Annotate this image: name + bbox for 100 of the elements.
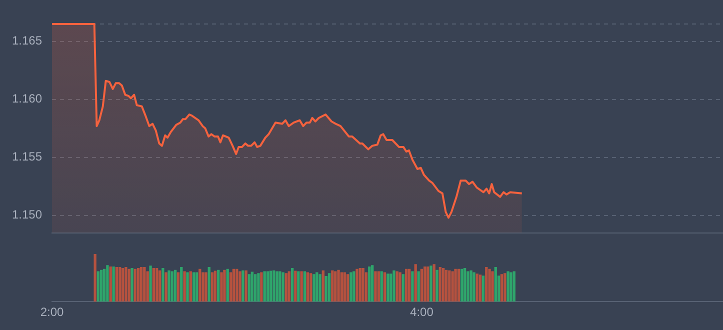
bar bbox=[371, 265, 374, 302]
bar bbox=[476, 274, 478, 302]
bar bbox=[134, 268, 137, 302]
bar bbox=[223, 270, 226, 302]
bar bbox=[322, 270, 325, 302]
bar bbox=[96, 271, 100, 302]
bar bbox=[350, 272, 352, 302]
bar bbox=[448, 270, 451, 302]
bar bbox=[229, 272, 232, 302]
bar bbox=[115, 267, 118, 302]
bar bbox=[124, 267, 128, 302]
bar bbox=[356, 268, 358, 302]
bar bbox=[346, 274, 350, 302]
bar bbox=[192, 272, 196, 302]
y-tick-label: 1.165 bbox=[12, 34, 42, 48]
bar bbox=[478, 274, 482, 302]
bar bbox=[294, 270, 297, 302]
bar bbox=[254, 274, 257, 302]
bar bbox=[198, 268, 202, 302]
bar bbox=[208, 267, 210, 302]
bar bbox=[358, 268, 362, 302]
bar bbox=[232, 268, 236, 302]
bar bbox=[195, 272, 198, 302]
bar bbox=[411, 271, 414, 302]
bar bbox=[442, 268, 445, 302]
bar bbox=[288, 271, 290, 302]
bar bbox=[324, 276, 328, 302]
bar bbox=[162, 268, 164, 302]
bar bbox=[472, 272, 476, 302]
bar bbox=[337, 270, 340, 302]
bar bbox=[383, 272, 386, 302]
bar bbox=[362, 268, 364, 302]
bar bbox=[374, 271, 377, 302]
bar bbox=[463, 268, 466, 302]
bar bbox=[204, 272, 208, 302]
bar bbox=[284, 273, 288, 302]
bar bbox=[214, 270, 217, 302]
bar bbox=[352, 271, 356, 302]
bar bbox=[494, 267, 497, 302]
bar bbox=[402, 274, 405, 302]
bar bbox=[426, 266, 430, 302]
bar bbox=[260, 272, 263, 302]
bar bbox=[334, 271, 337, 302]
bar bbox=[430, 266, 432, 302]
bar bbox=[266, 271, 270, 302]
bar bbox=[438, 267, 442, 302]
bar bbox=[290, 268, 294, 302]
bar bbox=[276, 271, 278, 302]
bar bbox=[500, 274, 504, 302]
bar bbox=[217, 270, 220, 302]
bar bbox=[303, 271, 306, 302]
bar bbox=[420, 268, 424, 302]
bar bbox=[269, 270, 272, 302]
bar bbox=[297, 271, 300, 302]
bar bbox=[396, 271, 398, 302]
y-tick-label: 1.150 bbox=[12, 208, 42, 222]
bar bbox=[466, 271, 470, 302]
x-tick-label: 2:00 bbox=[40, 305, 64, 320]
bar bbox=[512, 271, 516, 302]
bar bbox=[316, 272, 318, 302]
bar bbox=[186, 272, 189, 302]
bar bbox=[510, 272, 512, 302]
bar bbox=[257, 273, 260, 302]
bar bbox=[278, 271, 282, 302]
bar bbox=[106, 265, 109, 302]
bar bbox=[244, 270, 248, 302]
bar bbox=[170, 271, 174, 302]
bar bbox=[155, 268, 158, 302]
bar bbox=[432, 264, 436, 302]
bar bbox=[312, 274, 316, 302]
bar bbox=[398, 272, 402, 302]
bar bbox=[128, 268, 130, 302]
bar bbox=[263, 271, 266, 302]
bar bbox=[183, 271, 186, 302]
bar bbox=[149, 266, 152, 302]
bar bbox=[454, 268, 457, 302]
bar bbox=[405, 268, 408, 302]
bar bbox=[306, 272, 309, 302]
bar bbox=[202, 272, 204, 302]
bar bbox=[485, 267, 488, 302]
bar bbox=[130, 268, 134, 302]
bar bbox=[377, 271, 380, 302]
bar bbox=[506, 271, 510, 302]
bar bbox=[226, 268, 229, 302]
bar bbox=[158, 270, 162, 302]
x-tick-label: 4:00 bbox=[410, 305, 434, 320]
bar bbox=[136, 268, 140, 302]
bar bbox=[444, 270, 448, 302]
bar bbox=[112, 266, 115, 302]
bar bbox=[189, 271, 192, 302]
bar bbox=[248, 274, 251, 302]
bar bbox=[309, 273, 312, 302]
bar bbox=[408, 268, 411, 302]
bar bbox=[242, 270, 244, 302]
bar bbox=[470, 270, 472, 302]
bar bbox=[140, 267, 143, 302]
bar bbox=[328, 273, 331, 302]
bar bbox=[109, 266, 112, 302]
bar bbox=[368, 266, 371, 302]
bar bbox=[457, 268, 460, 302]
